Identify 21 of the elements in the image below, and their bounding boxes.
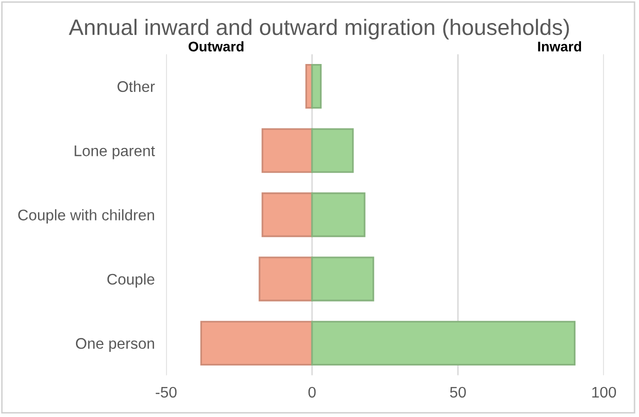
y-tick-label: Other (118, 80, 155, 92)
bar (311, 320, 576, 366)
x-tick-label: 50 (450, 386, 466, 398)
y-tick-label: Couple (107, 273, 154, 288)
x-tick-label: -50 (156, 386, 177, 398)
x-tick-label: 100 (592, 386, 616, 398)
y-tick-label: Lone parent (74, 146, 155, 160)
bar (311, 192, 366, 238)
x-tick-label: 0 (308, 386, 316, 398)
bar (200, 320, 313, 366)
text: Inward (538, 41, 582, 52)
chart-title: Annual inward and outward migration (households) (68, 18, 569, 40)
y-tick-label: One person (76, 338, 154, 352)
bar (311, 128, 354, 173)
bar (262, 192, 313, 238)
bar (262, 128, 313, 173)
text: Outward (188, 41, 244, 52)
bar (258, 256, 313, 302)
bar (311, 256, 374, 302)
y-tick-label: Couple with children (18, 209, 154, 224)
bar (311, 64, 322, 109)
